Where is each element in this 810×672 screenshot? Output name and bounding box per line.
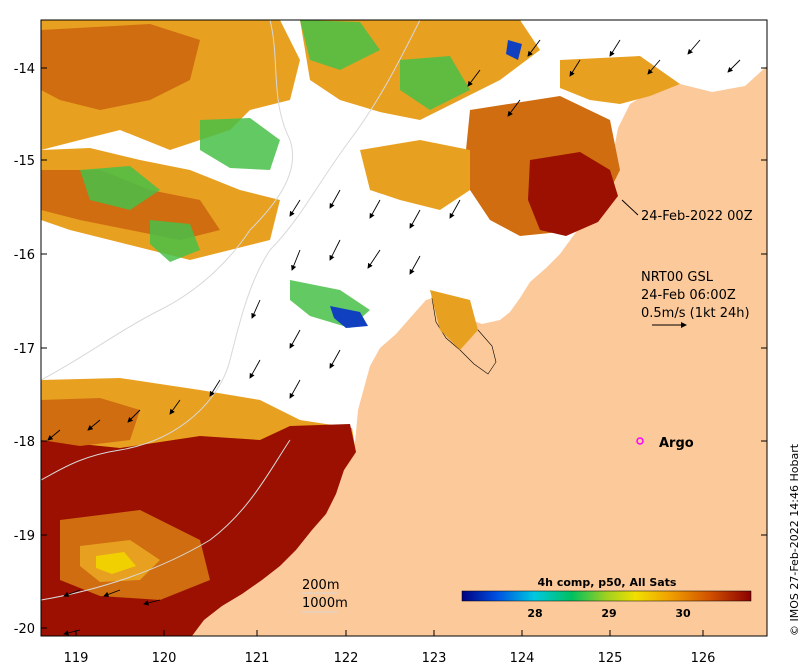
sst-north-cool [80,20,522,328]
colorbar: 4h comp, p50, All Sats 28 29 30 [461,576,752,620]
y-tick-label: -14 [14,62,35,77]
argo-marker [636,437,644,445]
current-time-label: 24-Feb 06:00Z [641,288,736,303]
colorbar-tick: 30 [675,607,691,620]
argo-label: Argo [659,436,694,451]
current-arrows [47,39,741,636]
x-tick-label: 120 [152,651,177,666]
annotations: 24-Feb-2022 00Z NRT00 GSL 24-Feb 06:00Z … [302,199,753,613]
map-area [41,20,767,636]
colorbar-tick: 29 [601,607,616,620]
x-tick-label: 124 [510,651,535,666]
current-scale-label: 0.5m/s (1kt 24h) [641,306,750,321]
sst-south [41,378,356,636]
x-tick-label: 123 [422,651,447,666]
contour-200-label: 200m [302,578,339,593]
y-tick-label: -19 [14,529,35,544]
y-tick-label: -17 [14,342,35,357]
y-tick-label: -15 [14,154,35,169]
date-pointer [621,199,639,216]
y-tick-label: -16 [14,248,35,263]
x-tick-label: 121 [245,651,270,666]
colorbar-gradient [461,590,752,602]
bathymetry-contours [41,20,421,601]
colorbar-tick: 28 [527,607,542,620]
map-frame [40,19,768,637]
x-tick-label: 119 [64,651,89,666]
x-tick-label: 125 [598,651,623,666]
y-tick-label: -20 [14,622,35,637]
x-axis: 119 120 121 122 123 124 125 126 [64,630,716,666]
contour-1000-label: 1000m [302,596,348,611]
y-axis: -14 -15 -16 -17 -18 -19 -20 [14,62,767,637]
x-tick-label: 126 [691,651,716,666]
current-product-label: NRT00 GSL [641,270,714,285]
x-tick-label: 122 [334,651,359,666]
colorbar-title: 4h comp, p50, All Sats [538,576,677,589]
credit-text: © IMOS 27-Feb-2022 14:46 Hobart [788,443,801,636]
date-label: 24-Feb-2022 00Z [641,209,753,224]
y-tick-label: -18 [14,435,35,450]
